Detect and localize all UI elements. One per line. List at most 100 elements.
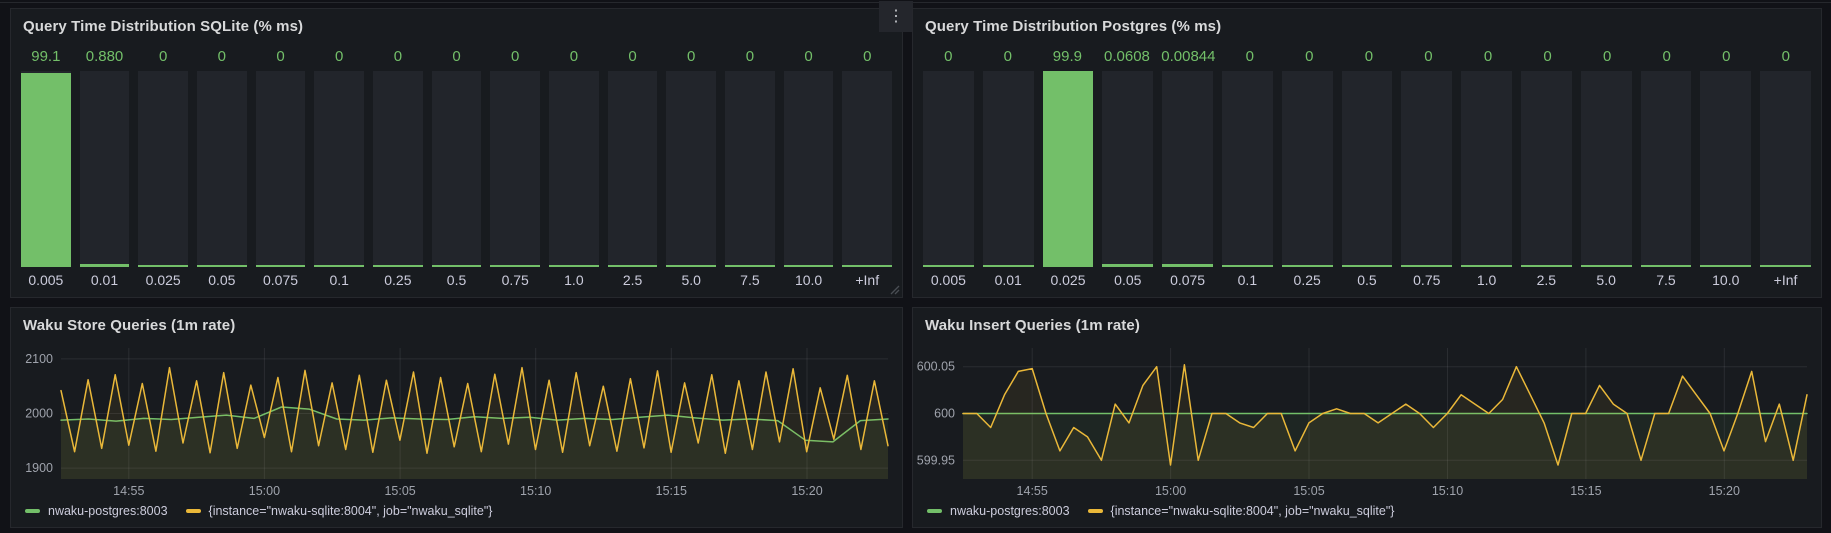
bar-category-label: 1.0 [1476, 272, 1497, 288]
bar-category-label: 0.5 [446, 272, 467, 288]
bar-category-label: 0.05 [208, 272, 236, 288]
bar-category-label: 10.0 [1712, 272, 1740, 288]
hist-bar-fill [1162, 264, 1213, 267]
legend-item-postgres[interactable]: nwaku-postgres:8003 [927, 504, 1070, 518]
bar-category-label: 0.01 [994, 272, 1022, 288]
hist-bar[interactable] [842, 71, 893, 267]
bar-value-label: 0 [804, 48, 813, 65]
hist-bar[interactable] [1461, 71, 1512, 267]
hist-bar[interactable] [1341, 71, 1393, 267]
legend-label: {instance="nwaku-sqlite:8004", job="nwak… [208, 504, 493, 518]
bar-category-label: 0.25 [1293, 272, 1321, 288]
bar-value-label: 0 [276, 48, 285, 65]
hist-bar[interactable] [1401, 71, 1453, 267]
panel-title[interactable]: Waku Insert Queries (1m rate) [925, 317, 1140, 334]
panel-title[interactable]: Waku Store Queries (1m rate) [23, 317, 236, 334]
hist-bar-fill [197, 265, 247, 267]
bar-category-label: 0.005 [930, 272, 966, 288]
hist-bar-fill [255, 265, 306, 267]
hist-bar[interactable] [923, 71, 974, 267]
legend-item-sqlite[interactable]: {instance="nwaku-sqlite:8004", job="nwak… [1087, 504, 1394, 518]
timeseries-chart[interactable]: 1900 2000 2100 14:55 15:00 15:05 15:10 15:15 15:… [11, 340, 902, 501]
bar-value-label: 0 [1781, 48, 1790, 65]
hist-bar[interactable] [1640, 71, 1692, 267]
legend-item-sqlite[interactable]: {instance="nwaku-sqlite:8004", job="nwak… [185, 504, 493, 518]
panel-query-time-postgres: Query Time Distribution Postgres (% ms) … [912, 8, 1822, 298]
panel-menu-button[interactable]: ⋮ [879, 1, 913, 32]
legend-swatch [185, 509, 201, 513]
hist-bar-fill [666, 265, 717, 267]
hist-bar-fill [923, 265, 974, 267]
hist-bar[interactable] [607, 71, 658, 267]
hist-bar[interactable] [79, 71, 130, 267]
hist-bar[interactable] [197, 71, 247, 267]
bar-value-label: 0 [393, 48, 403, 65]
bar-category-label: 0.5 [1357, 272, 1377, 288]
hist-bar-fill [1760, 265, 1811, 267]
bar-value-label: 0 [1543, 48, 1552, 65]
hist-bar[interactable] [1221, 71, 1273, 267]
bar-value-label: 0 [1483, 48, 1493, 65]
panel-header: Waku Store Queries (1m rate) [11, 308, 902, 340]
hist-bar[interactable] [549, 71, 599, 267]
hist-bar[interactable] [1102, 71, 1154, 267]
hist-bar[interactable] [1520, 71, 1572, 267]
svg-text:15:00: 15:00 [249, 484, 280, 498]
panel-resize-handle[interactable] [890, 285, 900, 295]
svg-text:15:20: 15:20 [1709, 484, 1740, 498]
hist-bar-fill [842, 265, 893, 267]
hist-bar[interactable] [21, 71, 71, 267]
svg-text:14:55: 14:55 [1017, 484, 1048, 498]
hist-bar[interactable] [1162, 71, 1213, 267]
hist-bar-fill [1281, 265, 1333, 267]
hist-bar[interactable] [1281, 71, 1333, 267]
timeseries-chart[interactable]: 599.95 600 600.05 14:55 15:00 15:05 15:10 15:15… [913, 340, 1821, 501]
hist-bar[interactable] [666, 71, 717, 267]
hist-bar-fill [1520, 265, 1572, 267]
bar-category-label: 7.5 [1656, 272, 1676, 288]
hist-bar-fill [982, 265, 1034, 267]
hist-bar[interactable] [1580, 71, 1632, 267]
hist-bar[interactable] [373, 71, 423, 267]
svg-text:15:15: 15:15 [656, 484, 687, 498]
bar-category-label: 0.75 [501, 272, 529, 288]
panel-title[interactable]: Query Time Distribution Postgres (% ms) [925, 18, 1222, 35]
bar-value-label: 0 [1305, 48, 1314, 65]
hist-bar[interactable] [431, 71, 482, 267]
bar-value-label: 0.880 [85, 48, 124, 65]
legend-swatch [1087, 509, 1103, 513]
bar-category-label: +Inf [1773, 272, 1798, 288]
hist-bar-fill [1221, 265, 1273, 267]
svg-text:15:10: 15:10 [1432, 484, 1463, 498]
hist-bar[interactable] [1042, 71, 1094, 267]
legend-item-postgres[interactable]: nwaku-postgres:8003 [25, 504, 168, 518]
panel-waku-store-queries: Waku Store Queries (1m rate) 1900 2000 210… [10, 307, 903, 528]
hist-bar[interactable] [138, 71, 189, 267]
histogram-category-row: 0.005 0.01 0.025 0.05 0.075 0.1 0.25 0.5 0.75 1.0… [913, 267, 1821, 297]
bar-category-label: 0.005 [28, 272, 64, 288]
hist-bar[interactable] [725, 71, 775, 267]
bar-value-label: 99.1 [31, 48, 61, 65]
histogram-bar-row [913, 71, 1821, 267]
hist-bar[interactable] [255, 71, 306, 267]
hist-bar[interactable] [982, 71, 1034, 267]
svg-text:15:10: 15:10 [520, 484, 551, 498]
hist-bar-fill [431, 265, 482, 267]
bar-value-label: 0 [217, 48, 227, 65]
svg-text:600.05: 600.05 [917, 360, 955, 374]
hist-bar-fill [1042, 71, 1094, 267]
panel-header: Query Time Distribution SQLite (% ms) ⋮ [11, 1, 913, 41]
hist-bar-fill [549, 265, 599, 267]
panel-title[interactable]: Query Time Distribution SQLite (% ms) [23, 18, 304, 35]
legend-swatch [25, 509, 40, 513]
hist-bar[interactable] [1700, 71, 1752, 267]
hist-bar[interactable] [490, 71, 541, 267]
hist-bar[interactable] [783, 71, 834, 267]
svg-text:2100: 2100 [25, 352, 53, 366]
bar-value-label: 0 [1245, 48, 1254, 65]
svg-text:15:15: 15:15 [1570, 484, 1601, 498]
bar-value-label: 0 [159, 48, 168, 65]
hist-bar[interactable] [314, 71, 365, 267]
hist-bar[interactable] [1760, 71, 1811, 267]
legend-swatch [927, 509, 942, 513]
